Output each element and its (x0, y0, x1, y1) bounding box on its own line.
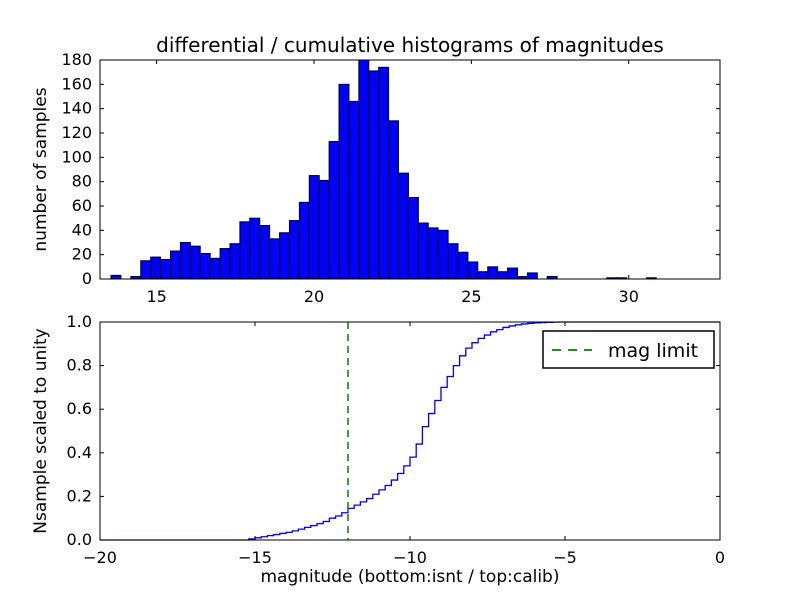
histogram-bar (219, 248, 231, 280)
histogram-bar (160, 259, 171, 280)
y-tick-label: 20 (72, 245, 92, 264)
x-tick-label: −20 (83, 548, 117, 567)
histogram-bar (507, 267, 518, 280)
histogram-bar (417, 222, 429, 280)
y-axis-label: number of samples (31, 87, 51, 251)
x-tick-label: 0 (715, 548, 725, 567)
histogram-bar (199, 252, 211, 280)
histogram-bar (497, 271, 509, 280)
y-tick-label: 60 (72, 196, 92, 215)
histogram-bar (170, 250, 181, 280)
histogram-bar (457, 251, 469, 280)
y-tick-label: 140 (61, 99, 92, 118)
cumulative-curve (100, 321, 720, 541)
histogram-bar (487, 266, 499, 280)
x-tick-label: −10 (393, 548, 427, 567)
axes-frame (99, 59, 721, 280)
y-tick-label: 120 (61, 123, 92, 142)
histogram-bar (407, 196, 419, 280)
x-axis-label: magnitude (bottom:isnt / top:calib) (261, 567, 560, 587)
tick-marks (100, 59, 720, 280)
histogram-bar (150, 256, 162, 280)
histogram-bar (318, 179, 330, 280)
histogram-bar (269, 238, 281, 280)
histogram-bar (189, 245, 201, 280)
y-axis-label: Nsample scaled to unity (31, 328, 51, 533)
axes-top: 15 20 25 30 0 20 40 60 80 100 120 140 160 180 differen… (31, 33, 721, 306)
x-tick-label: 30 (619, 287, 639, 306)
histogram-bar (209, 257, 221, 280)
y-tick-label: 0.0 (67, 530, 92, 549)
histogram-bar (388, 120, 400, 280)
histogram-bar (477, 271, 489, 280)
x-tick-label: −5 (553, 548, 577, 567)
histogram-bar (358, 59, 370, 280)
y-tick-label: 0.8 (67, 356, 92, 375)
tick-marks (99, 321, 721, 541)
histogram-bar (308, 175, 320, 280)
histogram-bar (447, 243, 459, 280)
y-tick-label: 0 (82, 269, 92, 288)
histogram-bar (288, 220, 300, 280)
y-tick-label: 0.2 (67, 486, 92, 505)
histogram-bar (239, 221, 251, 280)
y-tick-label: 160 (61, 74, 92, 93)
y-tick-label: 80 (72, 172, 92, 191)
histogram-bar (437, 229, 449, 280)
legend-label: mag limit (608, 340, 698, 362)
histogram-bar (427, 227, 439, 280)
y-tick-label: 40 (72, 220, 92, 239)
histogram-bar (179, 242, 191, 280)
histogram-bar (298, 201, 310, 280)
histogram-bar (378, 66, 390, 280)
histogram-bar (467, 261, 479, 280)
histogram-bar (338, 83, 350, 280)
legend: mag limit (542, 330, 715, 369)
histogram-bar (328, 141, 340, 280)
x-tick-label: 25 (461, 287, 481, 306)
x-tick-label: 20 (304, 287, 324, 306)
histogram-bar (279, 232, 290, 280)
x-tick-label: −15 (238, 548, 272, 567)
histogram-bar (110, 274, 122, 280)
histogram-bar (249, 217, 261, 280)
histogram-bar (398, 172, 409, 280)
y-tick-label: 0.6 (67, 399, 92, 418)
y-tick-label: 1.0 (67, 312, 92, 331)
histogram-bar (348, 100, 360, 280)
histogram-bar (368, 70, 380, 280)
histogram-bars (110, 59, 657, 280)
axes-bottom: −20 −15 −10 −5 0 0.0 0.2 0.4 0.6 0.8 1.0 magnitude … (31, 312, 725, 587)
histogram-bar (140, 260, 152, 280)
y-tick-label: 100 (61, 147, 92, 166)
histogram-bar (229, 243, 241, 280)
x-tick-label: 15 (146, 287, 166, 306)
chart-title: differential / cumulative histograms of … (156, 33, 664, 57)
histogram-bar (259, 224, 271, 280)
histogram-bar (526, 272, 538, 280)
y-tick-label: 180 (61, 50, 92, 69)
y-tick-label: 0.4 (67, 443, 92, 462)
